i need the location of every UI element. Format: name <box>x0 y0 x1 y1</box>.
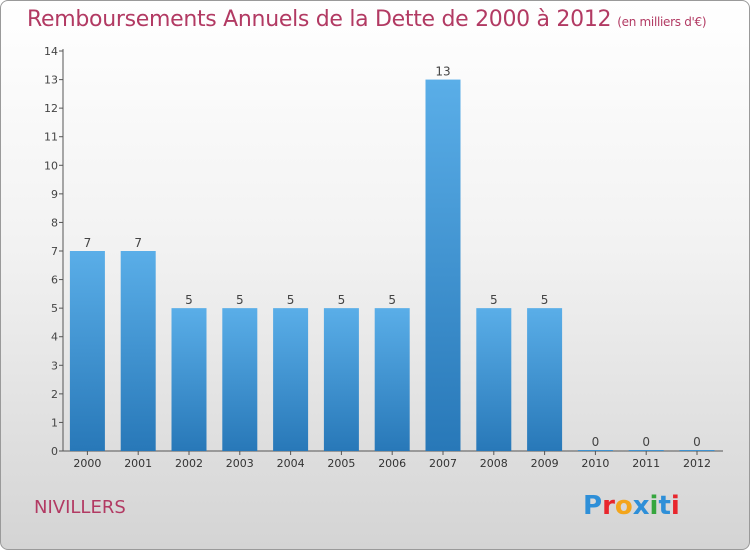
bar-2003 <box>222 308 258 451</box>
y-tick-label: 6 <box>51 274 58 287</box>
bar-value-label: 5 <box>236 293 244 307</box>
bar-value-label: 5 <box>185 293 193 307</box>
bar-value-label: 7 <box>84 236 92 250</box>
bar-value-label: 5 <box>541 293 549 307</box>
x-tick-label: 2004 <box>277 457 305 470</box>
bar-2002 <box>171 308 207 451</box>
bar-2011 <box>628 450 664 451</box>
commune-name: NIVILLERS <box>34 497 126 518</box>
logo-letter: P <box>583 491 603 521</box>
bar-2012 <box>679 450 715 451</box>
bar-2000 <box>69 251 105 451</box>
y-tick-label: 1 <box>51 416 58 429</box>
y-tick-label: 13 <box>44 74 58 87</box>
bar-value-label: 5 <box>490 293 498 307</box>
bar-2008 <box>476 308 512 451</box>
bar-2007 <box>425 79 461 452</box>
y-tick-label: 12 <box>44 102 58 115</box>
bar-value-label: 13 <box>435 65 450 79</box>
bar-value-label: 0 <box>642 435 650 449</box>
y-tick-label: 0 <box>51 445 58 458</box>
bar-value-label: 7 <box>134 236 142 250</box>
x-tick-label: 2000 <box>73 457 101 470</box>
y-tick-label: 14 <box>44 45 58 58</box>
x-tick-label: 2007 <box>429 457 457 470</box>
chart-subtitle: (en milliers d'€) <box>617 15 707 29</box>
y-tick-label: 2 <box>51 388 58 401</box>
x-tick-label: 2003 <box>226 457 254 470</box>
logo-letter: i <box>670 491 680 521</box>
bar-2005 <box>323 308 359 451</box>
title-text: Remboursements Annuels de la Dette de 20… <box>27 7 612 32</box>
x-tick-label: 2010 <box>581 457 609 470</box>
y-tick-label: 10 <box>44 159 58 172</box>
y-tick-label: 5 <box>51 302 58 315</box>
chart-title: Remboursements Annuels de la Dette de 20… <box>27 7 707 32</box>
y-tick-label: 9 <box>51 188 58 201</box>
bar-value-label: 5 <box>338 293 346 307</box>
x-tick-label: 2001 <box>124 457 152 470</box>
logo-letter: x <box>632 491 650 521</box>
bar-2010 <box>577 450 613 451</box>
logo-letter: o <box>614 491 633 521</box>
y-tick-label: 7 <box>51 245 58 258</box>
y-tick-label: 8 <box>51 216 58 229</box>
x-tick-label: 2011 <box>632 457 660 470</box>
y-tick-label: 11 <box>44 131 58 144</box>
y-tick-label: 3 <box>51 359 58 372</box>
x-tick-label: 2012 <box>683 457 711 470</box>
bar-value-label: 0 <box>693 435 701 449</box>
bar-value-label: 5 <box>287 293 295 307</box>
y-tick-label: 4 <box>51 331 58 344</box>
bar-2001 <box>120 251 156 451</box>
logo-letter: t <box>658 491 671 521</box>
x-tick-label: 2002 <box>175 457 203 470</box>
x-tick-label: 2009 <box>531 457 559 470</box>
x-tick-label: 2005 <box>327 457 355 470</box>
bar-2009 <box>527 308 563 451</box>
bar-value-label: 5 <box>388 293 396 307</box>
bar-value-label: 0 <box>592 435 600 449</box>
x-tick-label: 2006 <box>378 457 406 470</box>
bar-2004 <box>273 308 309 451</box>
x-tick-label: 2008 <box>480 457 508 470</box>
logo-letter: r <box>602 491 615 521</box>
logo-letter: i <box>649 491 659 521</box>
bar-2006 <box>374 308 410 451</box>
proxiti-logo: Proxiti <box>583 491 680 521</box>
